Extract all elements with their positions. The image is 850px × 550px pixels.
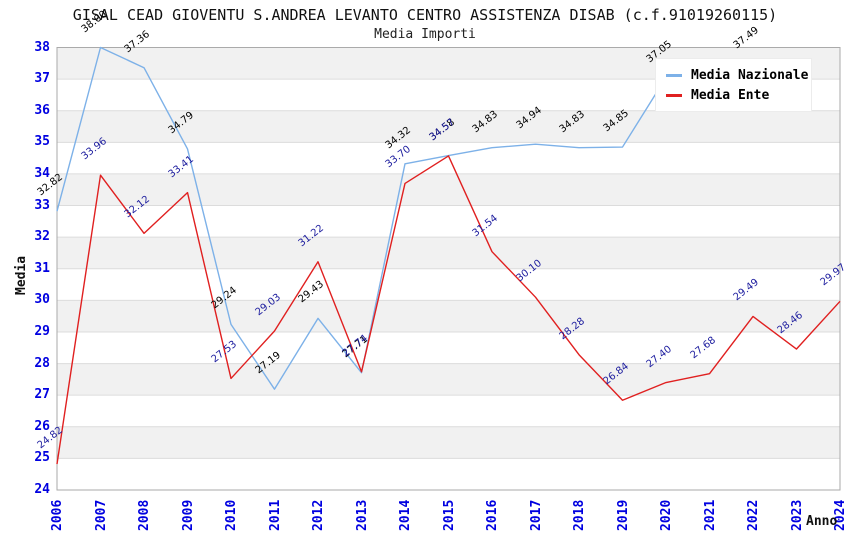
y-axis-title: Media xyxy=(14,255,29,295)
x-tick-label-2011: 2011 xyxy=(267,499,283,531)
plot-band xyxy=(57,331,840,364)
plot-border xyxy=(56,47,841,491)
x-tick-label-2023: 2023 xyxy=(789,499,805,531)
y-tick-label-32: 32 xyxy=(34,229,50,245)
plot-band xyxy=(57,395,840,427)
series-line-media-nazionale xyxy=(56,46,754,390)
x-tick-label-2016: 2016 xyxy=(485,499,500,531)
x-tick-label-2010: 2010 xyxy=(224,499,239,531)
legend: Media Nazionale Media Ente xyxy=(655,58,812,112)
y-tick-label-24: 24 xyxy=(34,482,50,497)
x-tick-label-2009: 2009 xyxy=(180,499,196,531)
legend-swatch-ente-icon xyxy=(666,93,682,97)
x-tick-label-2022: 2022 xyxy=(746,499,761,531)
y-tick-label-35: 35 xyxy=(34,134,50,150)
y-tick-label-25: 25 xyxy=(34,450,50,466)
x-tick-label-2014: 2014 xyxy=(398,499,413,531)
plot-band xyxy=(57,205,840,238)
y-tick-label-31: 31 xyxy=(34,260,50,276)
plot-band xyxy=(57,300,840,332)
legend-label-ente: Media Ente xyxy=(691,87,770,103)
y-tick-label-33: 33 xyxy=(34,197,50,213)
x-tick-label-2017: 2017 xyxy=(528,499,544,531)
plot-band xyxy=(57,363,840,396)
x-tick-label-2020: 2020 xyxy=(659,499,674,531)
x-tick-label-2018: 2018 xyxy=(572,499,587,531)
plot-band xyxy=(57,426,840,459)
plot-band xyxy=(57,237,840,269)
x-tick-label-2013: 2013 xyxy=(354,499,370,531)
x-tick-label-2012: 2012 xyxy=(311,499,326,531)
y-tick-label-36: 36 xyxy=(34,102,50,118)
x-tick-label-2007: 2007 xyxy=(93,499,109,531)
y-tick-label-37: 37 xyxy=(34,71,50,87)
y-tick-label-28: 28 xyxy=(34,355,50,371)
y-tick-label-38: 38 xyxy=(34,39,50,55)
legend-label-nazionale: Media Nazionale xyxy=(691,67,809,83)
x-tick-label-2019: 2019 xyxy=(615,499,631,531)
y-tick-label-26: 26 xyxy=(34,418,50,434)
y-tick-label-27: 27 xyxy=(34,387,50,403)
x-tick-label-2021: 2021 xyxy=(702,499,718,531)
x-tick-label-2015: 2015 xyxy=(441,499,457,531)
plot-band xyxy=(57,458,840,490)
legend-swatch-nazionale-icon xyxy=(666,73,682,77)
chart-subtitle: Media Importi xyxy=(374,27,476,42)
plot-band xyxy=(57,173,840,206)
legend-item-media-nazionale[interactable]: Media Nazionale xyxy=(666,65,808,85)
x-axis-title: Anno xyxy=(806,514,838,529)
x-tick-label-2008: 2008 xyxy=(137,499,152,531)
plot-band xyxy=(57,110,840,143)
y-tick-label-30: 30 xyxy=(34,292,50,308)
y-tick-label-34: 34 xyxy=(34,165,50,181)
series-line-media-ente xyxy=(56,155,841,465)
chart-title: GISAL CEAD GIOVENTU S.ANDREA LEVANTO CEN… xyxy=(72,6,778,24)
x-tick-label-2006: 2006 xyxy=(50,499,65,531)
y-tick-label-29: 29 xyxy=(34,323,50,339)
plot-band xyxy=(57,268,840,301)
legend-item-media-ente[interactable]: Media Ente xyxy=(666,85,803,105)
